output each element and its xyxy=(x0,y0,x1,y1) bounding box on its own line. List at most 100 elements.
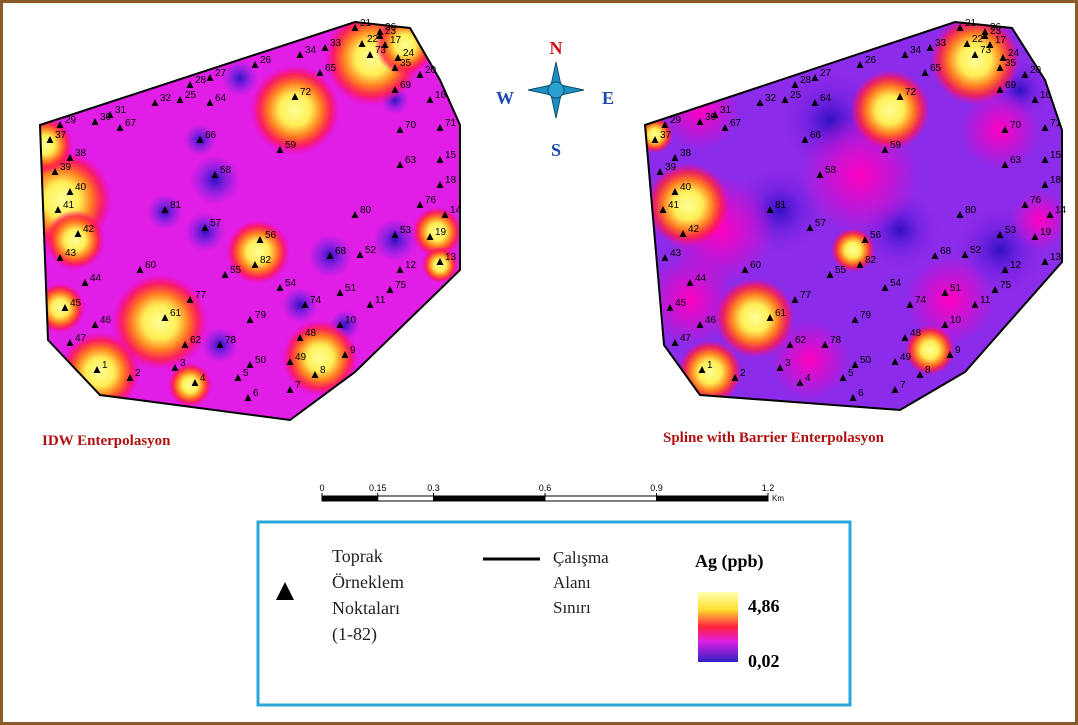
point-label: 3 xyxy=(180,358,186,369)
point-label: 79 xyxy=(255,310,267,321)
point-label: 56 xyxy=(265,230,277,241)
point-label: 40 xyxy=(680,182,692,193)
scale-label: 0.3 xyxy=(427,483,440,493)
legend-text: Toprak xyxy=(332,546,383,566)
point-label: 13 xyxy=(1050,252,1062,263)
point-label: 33 xyxy=(330,38,342,49)
point-label: 3 xyxy=(785,358,791,369)
point-label: 59 xyxy=(890,140,902,151)
compass: N E S W xyxy=(496,38,614,160)
point-label: 76 xyxy=(425,195,437,206)
point-label: 66 xyxy=(810,130,822,141)
point-label: 2 xyxy=(740,368,746,379)
point-label: 82 xyxy=(260,255,272,266)
point-label: 63 xyxy=(1010,155,1022,166)
point-label: 70 xyxy=(1010,120,1022,131)
point-label: 44 xyxy=(695,273,707,284)
point-label: 7 xyxy=(295,380,301,391)
point-label: 15 xyxy=(445,150,457,161)
compass-w: W xyxy=(496,88,514,108)
point-label: 70 xyxy=(405,120,417,131)
point-label: 42 xyxy=(83,224,95,235)
point-label: 65 xyxy=(930,63,942,74)
point-label: 31 xyxy=(720,105,732,116)
scale-label: 0.6 xyxy=(539,483,552,493)
point-label: 37 xyxy=(55,130,67,141)
point-label: 41 xyxy=(668,200,680,211)
point-label: 63 xyxy=(405,155,417,166)
point-label: 72 xyxy=(300,87,312,98)
point-label: 61 xyxy=(775,308,787,319)
point-label: 16 xyxy=(435,90,447,101)
point-label: 15 xyxy=(1050,150,1062,161)
point-label: 62 xyxy=(190,335,202,346)
scale-segment xyxy=(322,496,378,501)
point-label: 6 xyxy=(858,388,864,399)
scale-label: 0 xyxy=(319,483,324,493)
legend-text: Çalışma xyxy=(553,548,609,567)
point-label: 28 xyxy=(195,75,207,86)
point-label: 45 xyxy=(70,298,82,309)
surface-blob xyxy=(190,155,240,205)
point-label: 54 xyxy=(890,278,902,289)
point-label: 78 xyxy=(225,335,237,346)
surface-blob xyxy=(45,210,105,270)
point-label: 38 xyxy=(680,148,692,159)
point-label: 77 xyxy=(800,290,812,301)
point-label: 56 xyxy=(870,230,882,241)
point-label: 5 xyxy=(848,368,854,379)
point-label: 41 xyxy=(63,200,75,211)
point-label: 49 xyxy=(295,352,307,363)
point-label: 27 xyxy=(215,68,227,79)
point-label: 29 xyxy=(670,115,682,126)
point-label: 32 xyxy=(160,93,172,104)
point-label: 73 xyxy=(980,45,992,56)
point-label: 51 xyxy=(950,283,962,294)
point-label: 69 xyxy=(1005,80,1017,91)
point-label: 57 xyxy=(815,218,827,229)
point-label: 12 xyxy=(405,260,417,271)
point-label: 47 xyxy=(680,333,692,344)
point-label: 60 xyxy=(750,260,762,271)
color-ramp xyxy=(698,592,738,662)
point-label: 80 xyxy=(360,205,372,216)
point-label: 59 xyxy=(285,140,297,151)
compass-n: N xyxy=(550,38,563,58)
point-label: 7 xyxy=(900,380,906,391)
point-label: 67 xyxy=(125,118,137,129)
point-label: 68 xyxy=(940,246,952,257)
point-label: 21 xyxy=(360,18,372,29)
point-label: 20 xyxy=(1030,65,1042,76)
point-label: 32 xyxy=(765,93,777,104)
scale-segment xyxy=(657,496,769,501)
point-label: 46 xyxy=(705,315,717,326)
point-label: 36 xyxy=(385,22,397,33)
point-label: 67 xyxy=(730,118,742,129)
point-label: 28 xyxy=(800,75,812,86)
point-label: 47 xyxy=(75,333,87,344)
scale-bar: 00.150.30.60.91.2Km xyxy=(319,483,784,503)
point-label: 49 xyxy=(900,352,912,363)
point-label: 57 xyxy=(210,218,222,229)
point-label: 9 xyxy=(955,345,961,356)
point-label: 44 xyxy=(90,273,102,284)
point-label: 36 xyxy=(990,22,1002,33)
point-label: 10 xyxy=(950,315,962,326)
point-label: 60 xyxy=(145,260,157,271)
legend-text: (1-82) xyxy=(332,624,377,645)
point-label: 18 xyxy=(445,175,457,186)
point-label: 34 xyxy=(305,45,317,56)
point-label: 4 xyxy=(805,373,811,384)
point-label: 9 xyxy=(350,345,356,356)
point-label: 6 xyxy=(253,388,259,399)
point-label: 22 xyxy=(972,34,984,45)
point-label: 31 xyxy=(115,105,127,116)
point-label: 74 xyxy=(310,295,322,306)
point-label: 43 xyxy=(670,248,682,259)
point-label: 12 xyxy=(1010,260,1022,271)
point-label: 25 xyxy=(790,90,802,101)
point-label: 50 xyxy=(860,355,872,366)
point-label: 74 xyxy=(915,295,927,306)
point-label: 37 xyxy=(660,130,672,141)
scale-segment xyxy=(378,496,434,501)
